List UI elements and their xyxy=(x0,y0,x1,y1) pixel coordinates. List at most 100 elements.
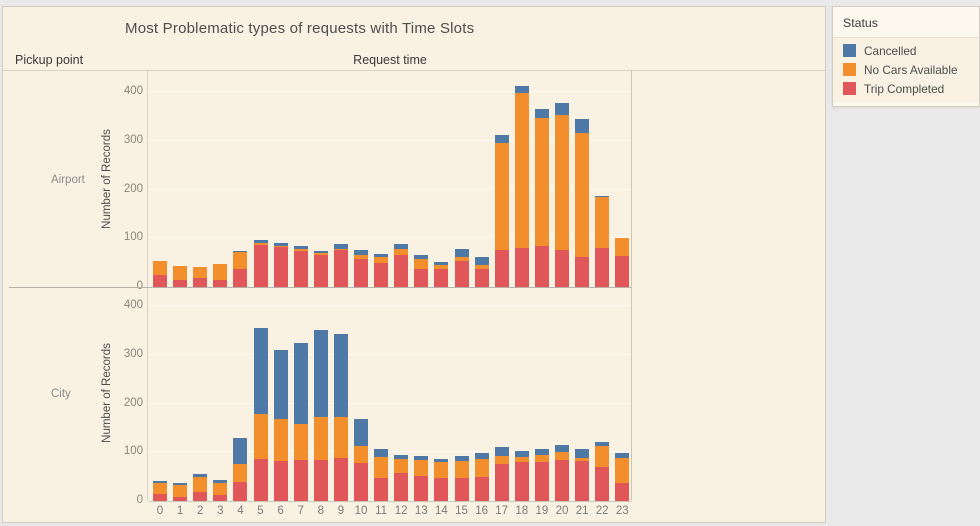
bar-segment-cancelled[interactable] xyxy=(293,343,308,424)
stacked-bar-airport-8[interactable] xyxy=(313,250,328,287)
bar-segment-trip-completed[interactable] xyxy=(575,256,590,287)
bar-segment-trip-completed[interactable] xyxy=(253,458,268,501)
stacked-bar-airport-3[interactable] xyxy=(213,264,228,287)
bar-segment-cancelled[interactable] xyxy=(333,333,348,417)
bar-segment-cancelled[interactable] xyxy=(233,250,248,253)
bar-segment-trip-completed[interactable] xyxy=(394,254,409,287)
bar-segment-trip-completed[interactable] xyxy=(534,246,549,287)
stacked-bar-city-7[interactable] xyxy=(293,343,308,501)
bar-segment-trip-completed[interactable] xyxy=(454,261,469,287)
stacked-bar-airport-22[interactable] xyxy=(595,196,610,287)
bar-segment-cancelled[interactable] xyxy=(494,135,509,143)
stacked-bar-city-12[interactable] xyxy=(394,455,409,501)
bar-segment-no-cars-available[interactable] xyxy=(273,418,288,462)
stacked-bar-city-5[interactable] xyxy=(253,327,268,501)
bar-segment-cancelled[interactable] xyxy=(454,248,469,257)
bar-segment-trip-completed[interactable] xyxy=(233,268,248,287)
bar-segment-no-cars-available[interactable] xyxy=(313,416,328,460)
bar-segment-no-cars-available[interactable] xyxy=(153,261,167,275)
bar-segment-cancelled[interactable] xyxy=(514,450,529,457)
bar-segment-trip-completed[interactable] xyxy=(293,250,308,287)
bar-segment-cancelled[interactable] xyxy=(153,481,167,484)
bar-segment-cancelled[interactable] xyxy=(313,250,328,254)
bar-segment-trip-completed[interactable] xyxy=(333,250,348,287)
bar-segment-trip-completed[interactable] xyxy=(474,476,489,501)
stacked-bar-airport-10[interactable] xyxy=(354,250,368,287)
bar-segment-trip-completed[interactable] xyxy=(615,255,630,287)
bar-segment-no-cars-available[interactable] xyxy=(534,117,549,247)
bar-segment-cancelled[interactable] xyxy=(555,102,569,116)
bar-segment-no-cars-available[interactable] xyxy=(494,142,509,250)
stacked-bar-city-15[interactable] xyxy=(454,455,469,501)
bar-segment-trip-completed[interactable] xyxy=(153,274,167,287)
bar-segment-cancelled[interactable] xyxy=(374,448,389,457)
bar-segment-no-cars-available[interactable] xyxy=(293,249,308,251)
stacked-bar-city-13[interactable] xyxy=(414,455,429,501)
bar-segment-no-cars-available[interactable] xyxy=(293,423,308,460)
bar-segment-no-cars-available[interactable] xyxy=(333,248,348,251)
bar-segment-no-cars-available[interactable] xyxy=(354,446,368,464)
bar-segment-cancelled[interactable] xyxy=(534,448,549,456)
stacked-bar-airport-7[interactable] xyxy=(293,245,308,287)
bar-segment-trip-completed[interactable] xyxy=(173,496,188,501)
bar-segment-cancelled[interactable] xyxy=(253,327,268,414)
bar-segment-cancelled[interactable] xyxy=(354,418,368,447)
bar-segment-trip-completed[interactable] xyxy=(193,278,208,287)
bar-segment-no-cars-available[interactable] xyxy=(555,115,569,250)
bar-segment-no-cars-available[interactable] xyxy=(575,457,590,462)
bar-segment-no-cars-available[interactable] xyxy=(374,257,389,264)
stacked-bar-city-0[interactable] xyxy=(153,481,167,501)
bar-segment-no-cars-available[interactable] xyxy=(173,484,188,497)
bar-segment-no-cars-available[interactable] xyxy=(193,266,208,279)
bar-segment-trip-completed[interactable] xyxy=(354,259,368,287)
bar-segment-cancelled[interactable] xyxy=(394,244,409,250)
bar-segment-no-cars-available[interactable] xyxy=(213,264,228,281)
bar-segment-trip-completed[interactable] xyxy=(354,463,368,501)
bar-segment-trip-completed[interactable] xyxy=(374,478,389,501)
stacked-bar-airport-15[interactable] xyxy=(454,248,469,287)
legend-item-trip-completed[interactable]: Trip Completed xyxy=(833,79,979,98)
bar-segment-no-cars-available[interactable] xyxy=(514,93,529,248)
bar-segment-trip-completed[interactable] xyxy=(193,491,208,501)
bar-segment-no-cars-available[interactable] xyxy=(173,265,188,281)
stacked-bar-city-17[interactable] xyxy=(494,446,509,501)
bar-segment-cancelled[interactable] xyxy=(273,350,288,419)
bar-segment-trip-completed[interactable] xyxy=(233,482,248,501)
bar-segment-no-cars-available[interactable] xyxy=(615,237,630,256)
bar-segment-no-cars-available[interactable] xyxy=(434,265,449,269)
bar-segment-cancelled[interactable] xyxy=(595,196,610,198)
bar-segment-cancelled[interactable] xyxy=(454,455,469,462)
bar-segment-no-cars-available[interactable] xyxy=(374,456,389,479)
stacked-bar-airport-9[interactable] xyxy=(333,243,348,287)
bar-segment-trip-completed[interactable] xyxy=(313,459,328,501)
bar-segment-no-cars-available[interactable] xyxy=(233,252,248,269)
bar-segment-trip-completed[interactable] xyxy=(374,263,389,287)
stacked-bar-airport-17[interactable] xyxy=(494,135,509,287)
bar-segment-trip-completed[interactable] xyxy=(575,461,590,501)
stacked-bar-city-8[interactable] xyxy=(313,329,328,501)
bar-segment-trip-completed[interactable] xyxy=(434,268,449,287)
bar-segment-trip-completed[interactable] xyxy=(514,247,529,287)
stacked-bar-airport-5[interactable] xyxy=(253,239,268,287)
bar-segment-no-cars-available[interactable] xyxy=(615,458,630,483)
stacked-bar-city-11[interactable] xyxy=(374,448,389,501)
bar-segment-cancelled[interactable] xyxy=(394,455,409,460)
stacked-bar-airport-13[interactable] xyxy=(414,254,429,287)
bar-segment-no-cars-available[interactable] xyxy=(333,416,348,459)
stacked-bar-city-14[interactable] xyxy=(434,458,449,501)
bar-segment-no-cars-available[interactable] xyxy=(474,458,489,477)
bar-segment-cancelled[interactable] xyxy=(213,480,228,483)
bar-segment-trip-completed[interactable] xyxy=(313,254,328,287)
stacked-bar-city-6[interactable] xyxy=(273,350,288,501)
bar-segment-cancelled[interactable] xyxy=(354,250,368,255)
bar-segment-no-cars-available[interactable] xyxy=(595,446,610,468)
bar-segment-no-cars-available[interactable] xyxy=(273,245,288,248)
bar-segment-cancelled[interactable] xyxy=(233,438,248,464)
bar-segment-no-cars-available[interactable] xyxy=(534,455,549,463)
stacked-bar-airport-12[interactable] xyxy=(394,244,409,287)
bar-segment-trip-completed[interactable] xyxy=(414,268,429,287)
bar-segment-trip-completed[interactable] xyxy=(173,280,188,287)
bar-segment-trip-completed[interactable] xyxy=(213,280,228,287)
bar-segment-trip-completed[interactable] xyxy=(273,461,288,501)
stacked-bar-airport-23[interactable] xyxy=(615,237,630,287)
